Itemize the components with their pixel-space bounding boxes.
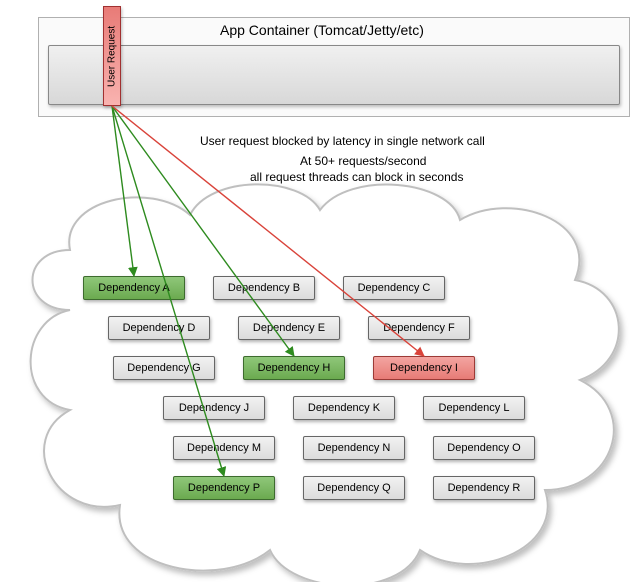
dependency-box-p: Dependency P [173, 476, 275, 500]
app-container-title: App Container (Tomcat/Jetty/etc) [220, 22, 424, 38]
dependency-box-l: Dependency L [423, 396, 525, 420]
dependency-box-n: Dependency N [303, 436, 405, 460]
dependency-box-k: Dependency K [293, 396, 395, 420]
dependency-box-e: Dependency E [238, 316, 340, 340]
dependency-box-m: Dependency M [173, 436, 275, 460]
dependency-box-r: Dependency R [433, 476, 535, 500]
user-request-box: User Request [103, 6, 121, 106]
dependency-box-q: Dependency Q [303, 476, 405, 500]
cloud-shape [31, 184, 619, 582]
dependency-box-a: Dependency A [83, 276, 185, 300]
caption-line-1: User request blocked by latency in singl… [200, 134, 485, 148]
thread-pool-bar [48, 45, 620, 105]
dependency-box-c: Dependency C [343, 276, 445, 300]
dependency-box-f: Dependency F [368, 316, 470, 340]
caption-line-3: all request threads can block in seconds [250, 170, 463, 184]
dependency-box-o: Dependency O [433, 436, 535, 460]
dependency-box-j: Dependency J [163, 396, 265, 420]
dependency-box-h: Dependency H [243, 356, 345, 380]
dependency-box-b: Dependency B [213, 276, 315, 300]
dependency-box-g: Dependency G [113, 356, 215, 380]
dependency-box-d: Dependency D [108, 316, 210, 340]
dependency-box-i: Dependency I [373, 356, 475, 380]
arrow-to-dependency-a [112, 106, 134, 276]
caption-line-2: At 50+ requests/second [300, 154, 426, 168]
